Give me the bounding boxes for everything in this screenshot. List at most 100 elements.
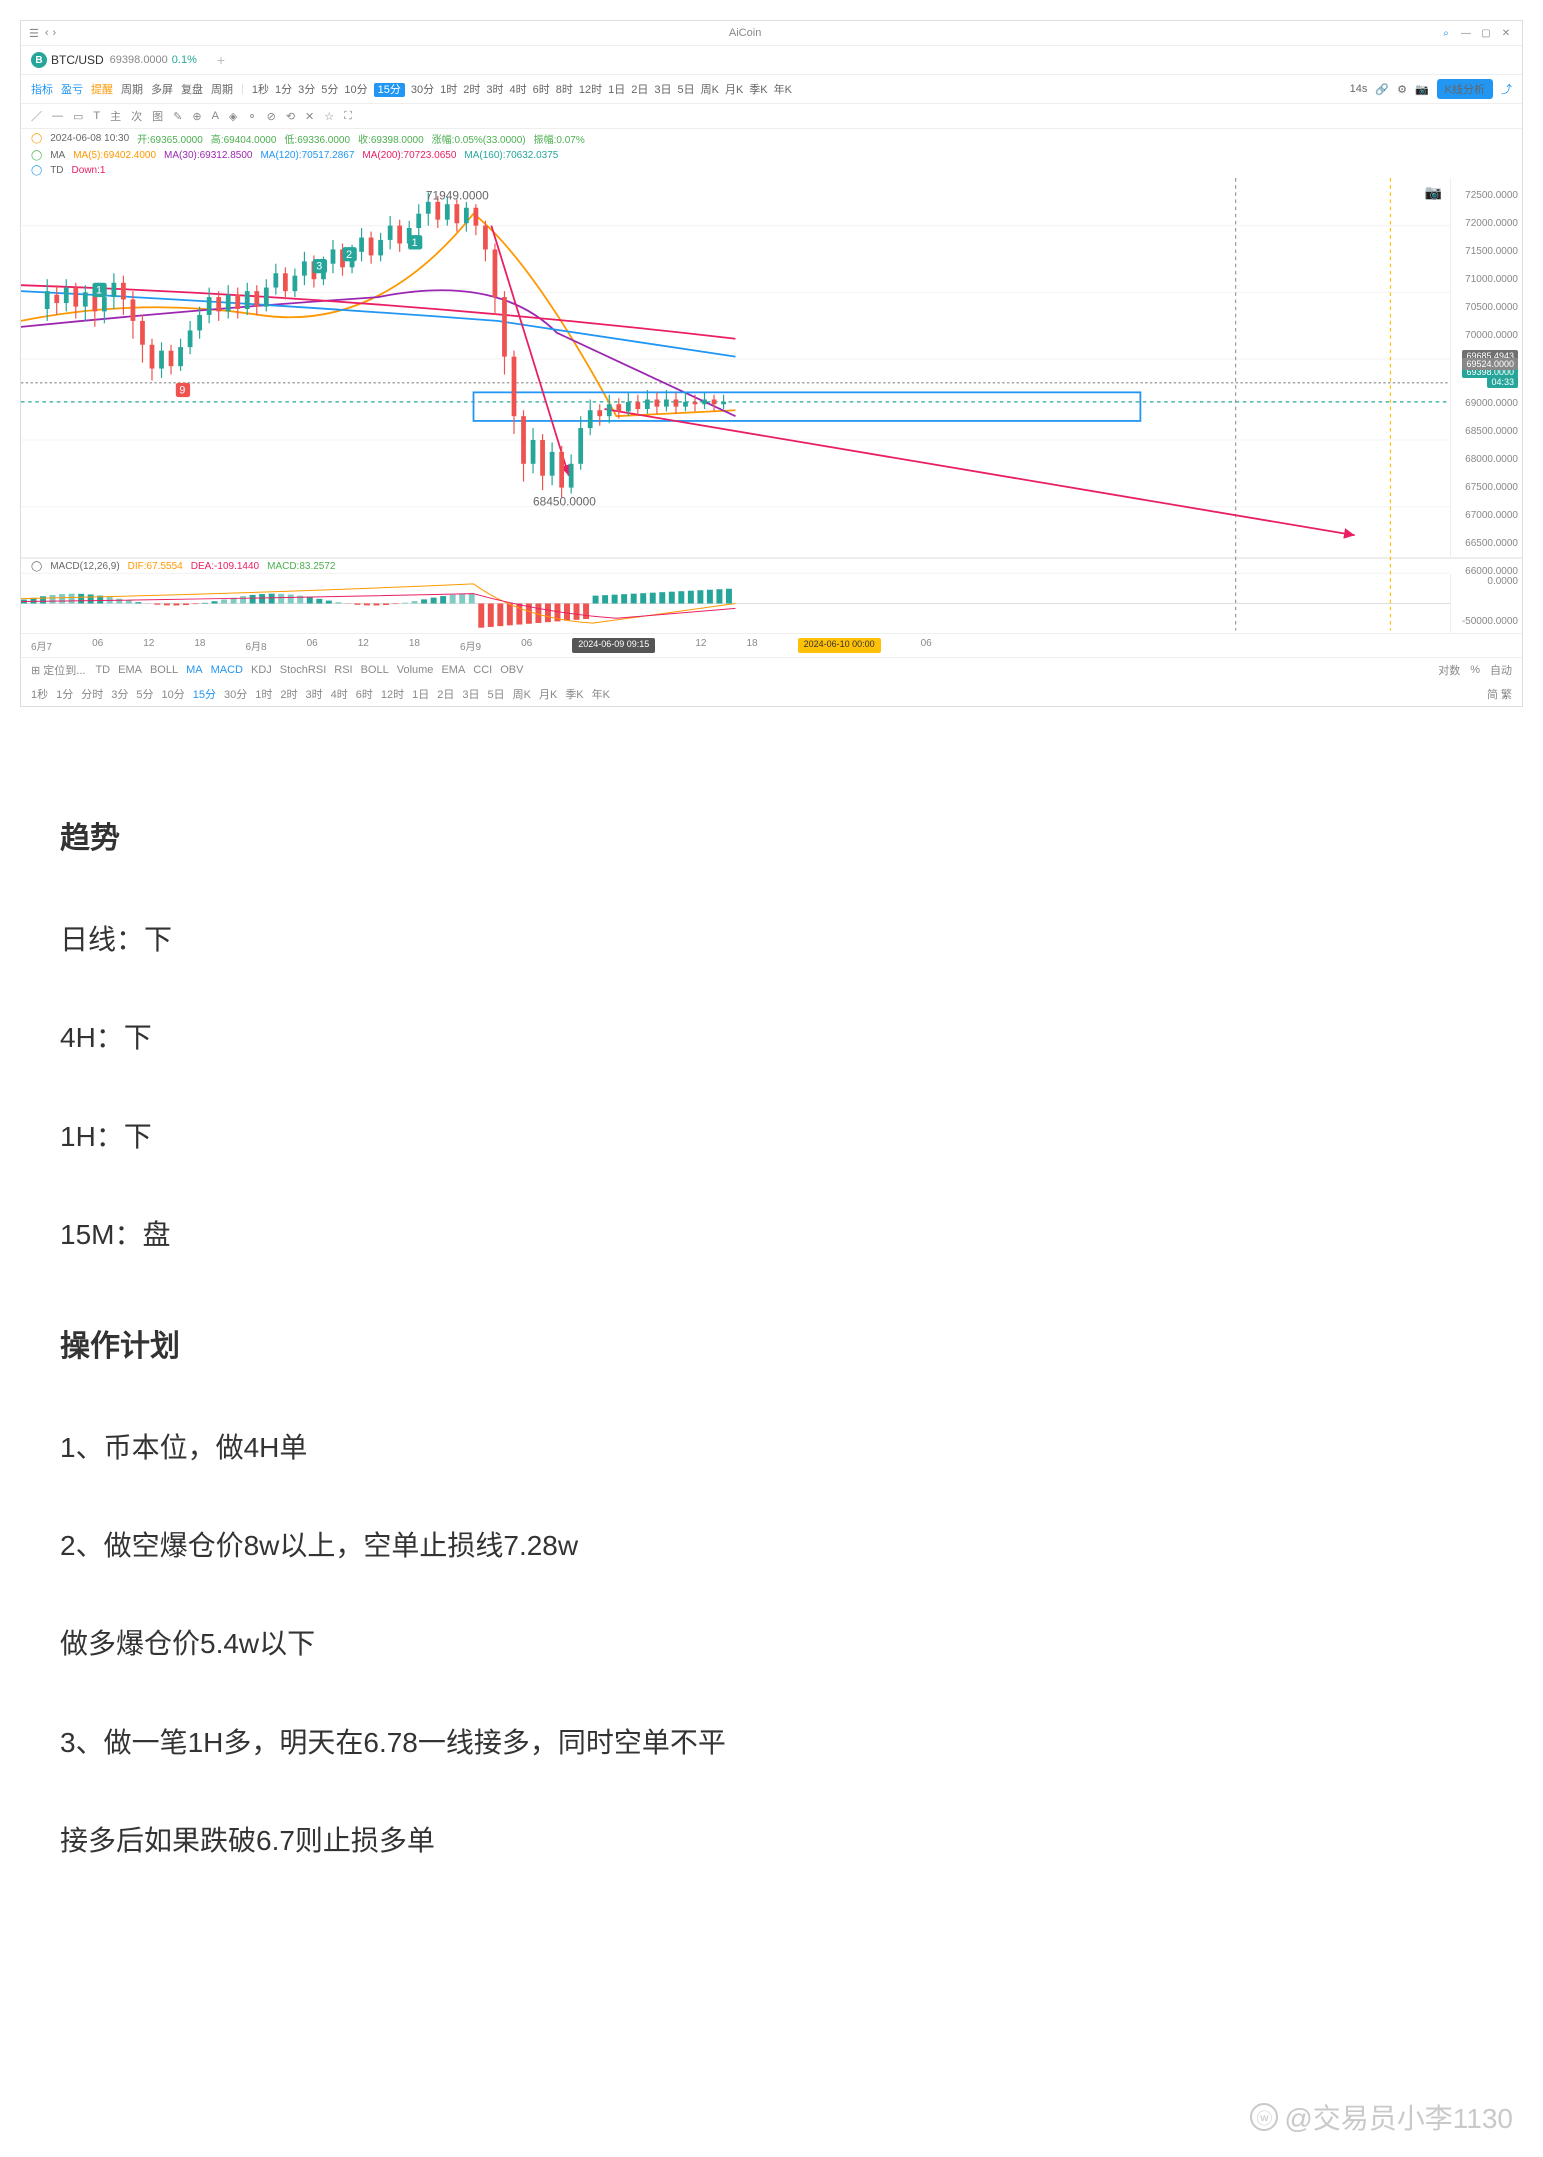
circle-icon[interactable]: ◯: [31, 133, 42, 144]
drawing-tool-icon[interactable]: ☆: [324, 110, 334, 123]
timeframe-option[interactable]: 1分: [275, 84, 292, 96]
drawing-tool-icon[interactable]: ⛶: [344, 110, 352, 123]
bottom-timeframe-option[interactable]: 1分: [56, 689, 73, 701]
drawing-tool-icon[interactable]: ⊕: [192, 110, 201, 123]
timeframe-option[interactable]: 3时: [486, 84, 503, 96]
timeframe-option[interactable]: 年K: [774, 84, 792, 96]
camera-icon[interactable]: 📷: [1415, 83, 1429, 96]
indicator-toggle[interactable]: BOLL: [150, 664, 178, 676]
bottom-timeframe-option[interactable]: 5分: [136, 689, 153, 701]
drawing-tool-icon[interactable]: ✎: [173, 110, 182, 123]
gear-icon[interactable]: ⚙: [1397, 83, 1407, 96]
drawing-tool-icon[interactable]: ⊘: [267, 110, 276, 123]
drawing-tool-icon[interactable]: ▭: [73, 110, 83, 123]
indicator-toggle[interactable]: MACD: [211, 664, 243, 676]
close-icon[interactable]: ✕: [1498, 25, 1514, 41]
timeframe-option[interactable]: 6时: [533, 84, 550, 96]
maximize-icon[interactable]: ▢: [1478, 25, 1494, 41]
tb-alert[interactable]: 提醒: [91, 81, 113, 97]
timeframe-option[interactable]: 2时: [463, 84, 480, 96]
lang-toggle[interactable]: 简 繁: [1487, 686, 1512, 702]
drawing-tool-icon[interactable]: ／: [31, 108, 42, 124]
tb-cycle1[interactable]: 周期: [121, 81, 143, 97]
bottom-timeframe-option[interactable]: 1日: [412, 689, 429, 701]
indicator-toggle[interactable]: Volume: [397, 664, 434, 676]
bottom-timeframe-option[interactable]: 12时: [381, 689, 404, 701]
timeframe-option[interactable]: 周K: [701, 84, 719, 96]
indicator-toggle[interactable]: EMA: [441, 664, 465, 676]
main-chart[interactable]: 71949.0000 68450.0000 1 9 3 2 1 72500.00…: [21, 178, 1522, 558]
menu-icon[interactable]: ☰: [29, 27, 39, 40]
bottom-timeframe-option[interactable]: 30分: [224, 689, 247, 701]
bottom-timeframe-option[interactable]: 3分: [111, 689, 128, 701]
bottom-timeframe-option[interactable]: 15分: [193, 689, 216, 701]
timeframe-option[interactable]: 15分: [374, 83, 405, 97]
drawing-tool-icon[interactable]: ◈: [229, 110, 237, 123]
bottom-timeframe-option[interactable]: 年K: [592, 689, 610, 701]
bottom-timeframe-option[interactable]: 2时: [280, 689, 297, 701]
timeframe-option[interactable]: 5日: [677, 84, 694, 96]
back-icon[interactable]: ‹: [45, 27, 49, 39]
timeframe-option[interactable]: 季K: [749, 84, 767, 96]
tb-indicator[interactable]: 指标: [31, 81, 53, 97]
timeframe-option[interactable]: 5分: [321, 84, 338, 96]
bottom-timeframe-option[interactable]: 分时: [81, 689, 103, 701]
tb-multi[interactable]: 多屏: [151, 81, 173, 97]
timeframe-option[interactable]: 1时: [440, 84, 457, 96]
search-icon[interactable]: ⌕: [1438, 25, 1454, 41]
timeframe-option[interactable]: 月K: [725, 84, 743, 96]
macd-chart[interactable]: 0.0000 -50000.0000: [21, 574, 1522, 634]
link-icon[interactable]: 🔗: [1375, 83, 1389, 96]
timeframe-option[interactable]: 3分: [298, 84, 315, 96]
indicator-toggle[interactable]: MA: [186, 664, 203, 676]
indicator-toggle[interactable]: EMA: [118, 664, 142, 676]
circle-icon[interactable]: ◯: [31, 150, 42, 161]
chart-canvas[interactable]: 71949.0000 68450.0000 1 9 3 2 1: [21, 178, 1450, 631]
bottom-timeframe-option[interactable]: 月K: [539, 689, 557, 701]
indicator-toggle[interactable]: TD: [95, 664, 110, 676]
indicator-toggle[interactable]: RSI: [334, 664, 352, 676]
indicator-toggle[interactable]: StochRSI: [280, 664, 326, 676]
bottom-timeframe-option[interactable]: 2日: [437, 689, 454, 701]
drawing-tool-icon[interactable]: ⚬: [247, 110, 256, 123]
timeframe-option[interactable]: 8时: [556, 84, 573, 96]
bottom-timeframe-option[interactable]: 3日: [462, 689, 479, 701]
timeframe-option[interactable]: 2日: [631, 84, 648, 96]
bottom-timeframe-option[interactable]: 季K: [565, 689, 583, 701]
share-icon[interactable]: ⤴: [1501, 81, 1512, 97]
tb-pnl[interactable]: 盈亏: [61, 81, 83, 97]
timeframe-option[interactable]: 1秒: [252, 84, 269, 96]
indicator-toggle[interactable]: KDJ: [251, 664, 272, 676]
minimize-icon[interactable]: —: [1458, 25, 1474, 41]
locate-button[interactable]: ⊞ 定位到...: [31, 662, 85, 678]
tb-replay[interactable]: 复盘: [181, 81, 203, 97]
drawing-tool-icon[interactable]: 图: [152, 108, 163, 124]
drawing-tool-icon[interactable]: ✕: [305, 110, 314, 123]
tb-cycle2[interactable]: 周期: [211, 81, 233, 97]
kline-analysis-button[interactable]: K线分析: [1437, 79, 1493, 99]
bottom-timeframe-option[interactable]: 4时: [331, 689, 348, 701]
bottom-timeframe-option[interactable]: 3时: [306, 689, 323, 701]
bottom-timeframe-option[interactable]: 6时: [356, 689, 373, 701]
snapshot-icon[interactable]: 📷: [1425, 184, 1442, 201]
drawing-tool-icon[interactable]: 主: [110, 108, 121, 124]
bottom-timeframe-option[interactable]: 10分: [162, 689, 185, 701]
drawing-tool-icon[interactable]: 次: [131, 108, 142, 124]
bottom-timeframe-option[interactable]: 1时: [255, 689, 272, 701]
add-tab-button[interactable]: +: [217, 52, 225, 68]
bottom-timeframe-option[interactable]: 1秒: [31, 689, 48, 701]
drawing-tool-icon[interactable]: ⟲: [286, 110, 295, 123]
timeframe-option[interactable]: 12时: [579, 84, 602, 96]
pct-toggle[interactable]: %: [1470, 664, 1480, 676]
timeframe-option[interactable]: 3日: [654, 84, 671, 96]
indicator-toggle[interactable]: BOLL: [361, 664, 389, 676]
drawing-tool-icon[interactable]: A: [212, 110, 219, 122]
drawing-tool-icon[interactable]: —: [52, 110, 63, 122]
bottom-timeframe-option[interactable]: 5日: [488, 689, 505, 701]
bottom-timeframe-option[interactable]: 周K: [513, 689, 531, 701]
indicator-toggle[interactable]: OBV: [500, 664, 523, 676]
timeframe-option[interactable]: 4时: [509, 84, 526, 96]
timeframe-option[interactable]: 1日: [608, 84, 625, 96]
timeframe-option[interactable]: 10分: [344, 84, 367, 96]
auto-toggle[interactable]: 自动: [1490, 662, 1512, 678]
